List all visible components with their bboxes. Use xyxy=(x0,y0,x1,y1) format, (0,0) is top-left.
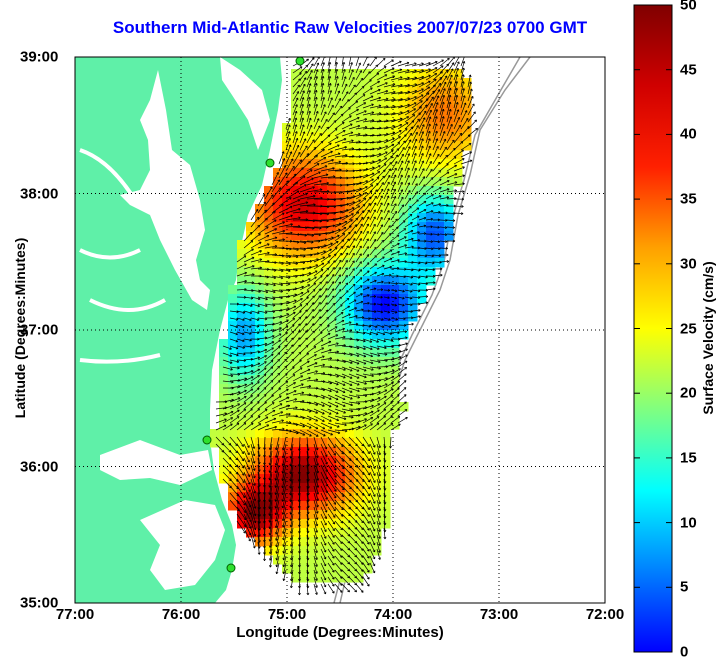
x-tick-label: 75:00 xyxy=(268,606,306,623)
radar-station[interactable] xyxy=(227,564,235,572)
x-tick-label: 74:00 xyxy=(374,606,412,623)
radar-station[interactable] xyxy=(203,436,211,444)
colorbar-tick-label: 15 xyxy=(680,449,697,466)
colorbar-tick-label: 35 xyxy=(680,191,697,208)
colorbar-tick-label: 40 xyxy=(680,126,697,143)
y-axis-label: Latitude (Degrees:Minutes) xyxy=(12,228,28,428)
colorbar-label: Surface Velocity (cm/s) xyxy=(700,238,716,438)
x-tick-label: 72:00 xyxy=(586,606,624,623)
y-tick-label: 39:00 xyxy=(20,49,58,66)
y-tick-label: 35:00 xyxy=(20,595,58,612)
x-tick-label: 73:00 xyxy=(480,606,518,623)
colorbar-tick-label: 0 xyxy=(680,644,688,661)
colorbar-tick-label: 25 xyxy=(680,320,697,337)
colorbar-tick-label: 20 xyxy=(680,385,697,402)
radar-station[interactable] xyxy=(266,159,274,167)
y-tick-label: 38:00 xyxy=(20,185,58,202)
colorbar-tick-label: 5 xyxy=(680,579,688,596)
colorbar-tick-label: 50 xyxy=(680,0,697,14)
colorbar-tick-label: 10 xyxy=(680,514,697,531)
x-tick-label: 76:00 xyxy=(162,606,200,623)
y-tick-label: 36:00 xyxy=(20,458,58,475)
colorbar-tick-label: 30 xyxy=(680,255,697,272)
x-tick-label: 77:00 xyxy=(56,606,94,623)
colorbar-tick-label: 45 xyxy=(680,61,697,78)
x-axis-label: Longitude (Degrees:Minutes) xyxy=(75,624,605,641)
radar-station[interactable] xyxy=(296,57,304,65)
